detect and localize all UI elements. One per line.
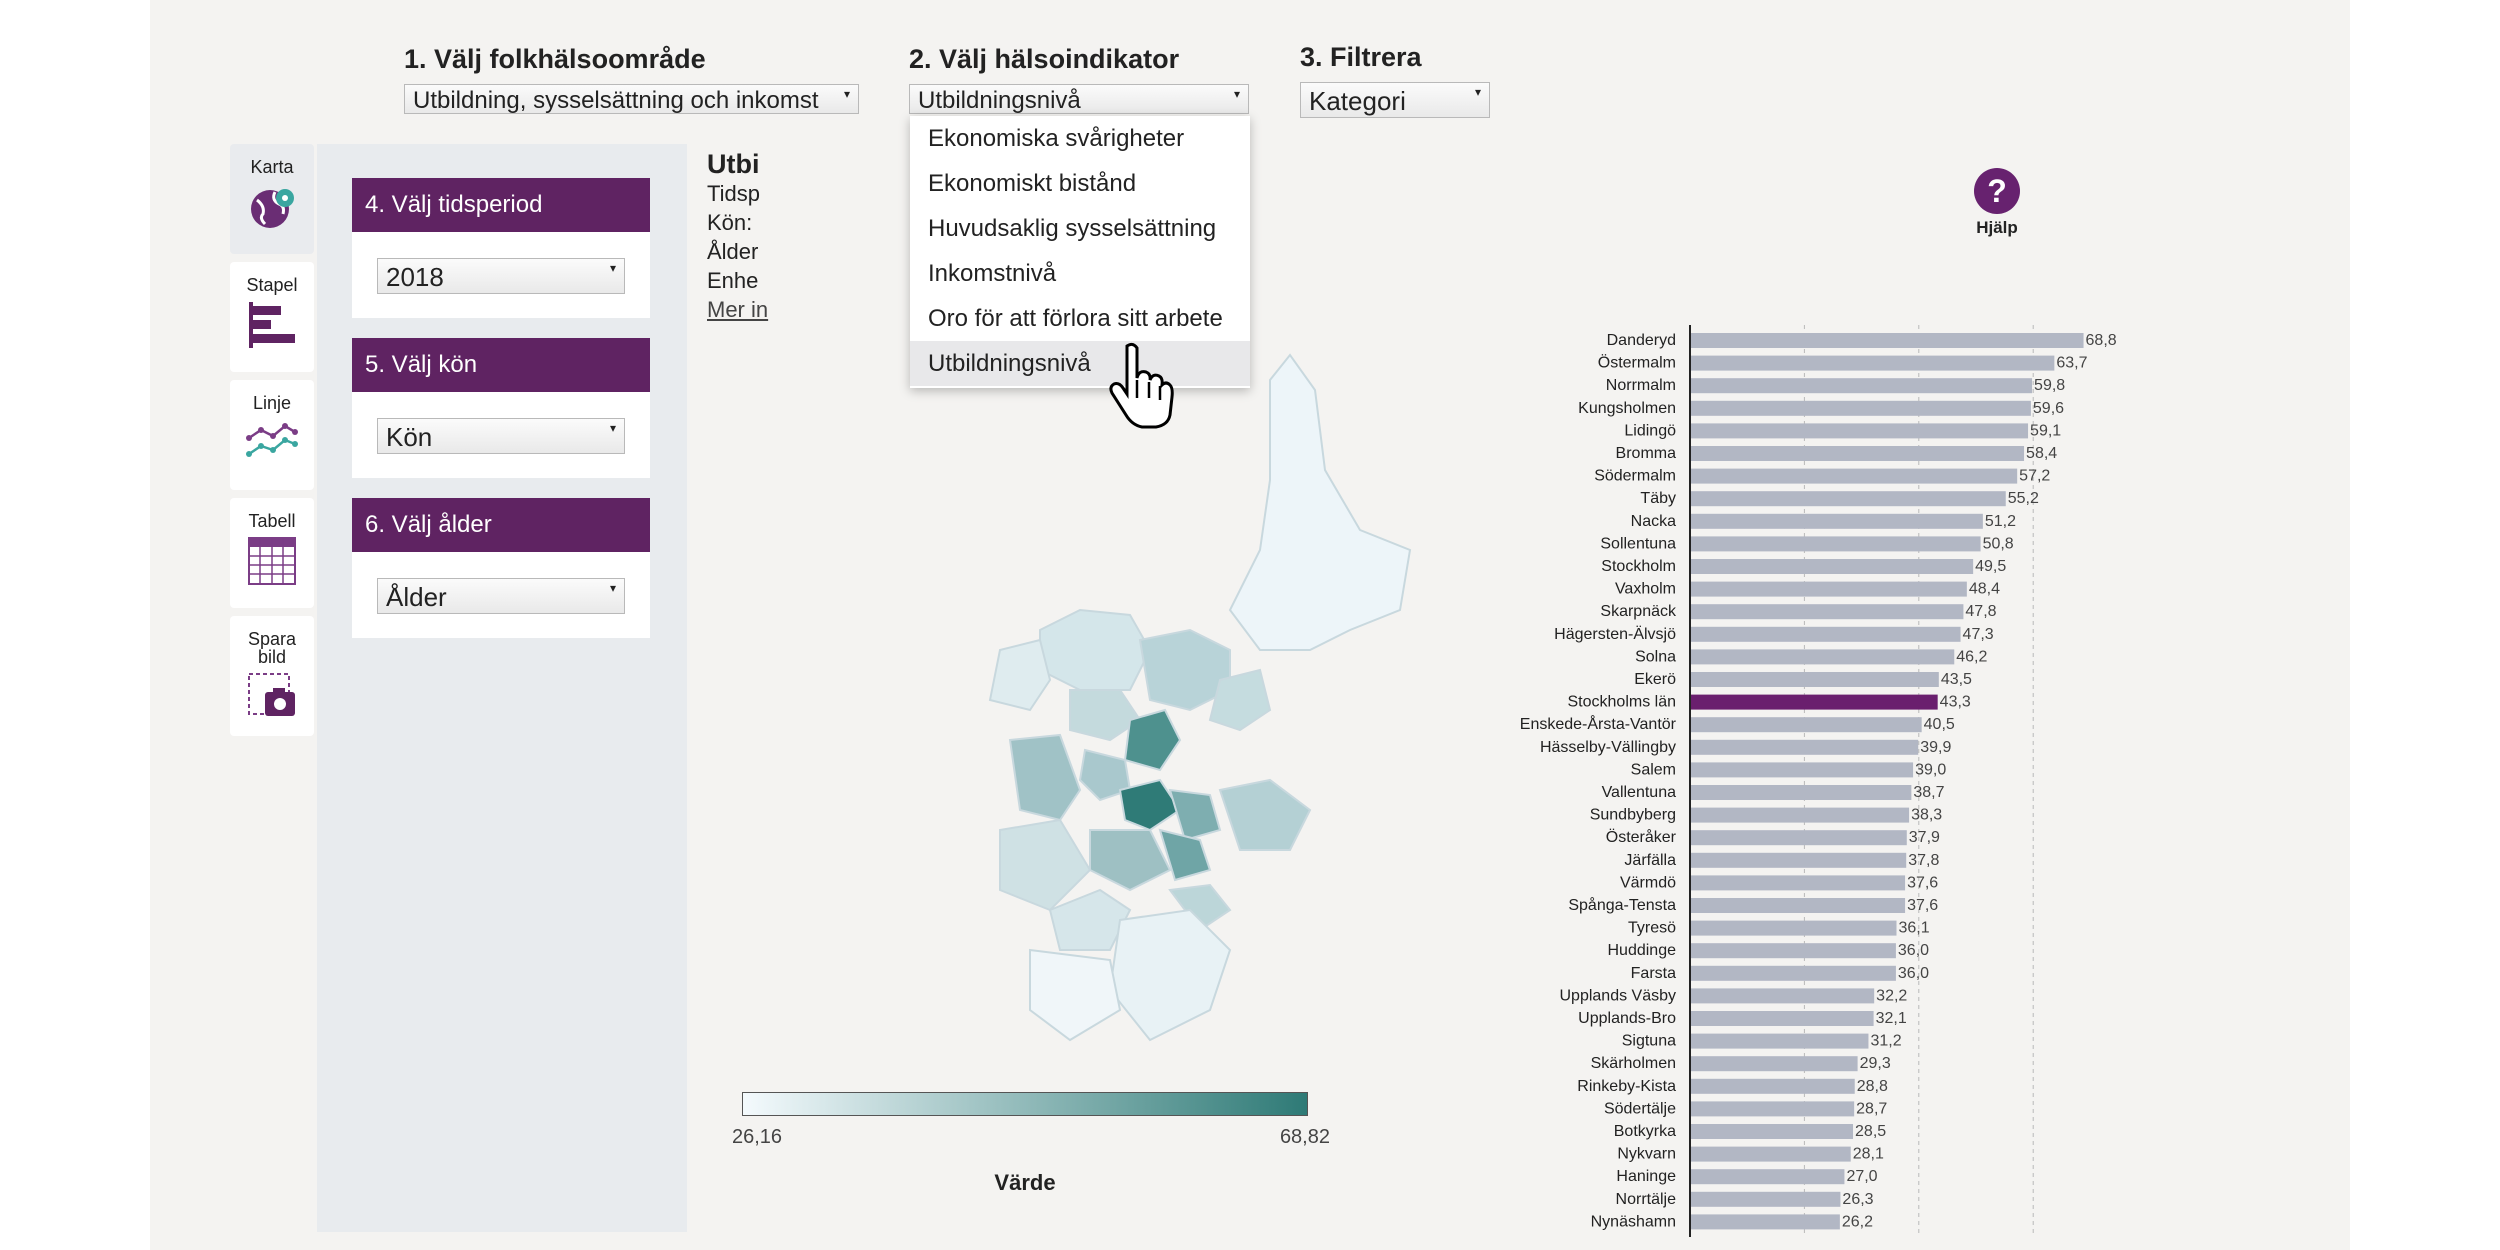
time-period-value: 2018 [386,262,444,292]
more-info-link[interactable]: Mer in [707,297,769,322]
dropdown-option[interactable]: Ekonomiskt bistånd [928,170,1137,197]
gender-value: Kön [386,422,433,452]
filter-select-value: Kategori [1309,86,1406,116]
hand-cursor-icon [1109,342,1174,429]
map-region-nacka[interactable] [1158,828,1212,882]
tab-label: Linje [252,393,292,413]
help-label: Hjälp [1976,218,2018,237]
age-header: 6. Välj ålder [352,498,650,552]
tab-spara-bild[interactable]: Spara bild [230,616,314,736]
dropdown-option[interactable]: Oro för att förlora sitt arbete [928,305,1223,332]
tab-label: Tabell [248,511,296,531]
dropdown-option-selected[interactable]: Utbildningsnivå [910,341,1250,386]
step1-title: 1. Välj folkhälsoområde [404,44,706,74]
map-region-huddinge[interactable] [1089,829,1172,892]
camera-icon [248,673,295,716]
time-period-box: 4. Välj tidsperiod 2018 ▾ [352,178,650,318]
chevron-down-icon: ▾ [609,581,616,595]
chevron-down-icon: ▾ [609,261,616,275]
age-box: 6. Välj ålder Ålder ▾ [352,498,650,638]
help-button[interactable]: ? Hjälp [1962,168,2032,238]
legend-title: Värde [994,1170,1056,1195]
info-unit: Enhe [707,268,759,293]
area-select-value: Utbildning, sysselsättning och inkomst [413,87,819,114]
filter-select[interactable]: Kategori ▾ [1300,82,1490,118]
bar-chart-icon [249,302,295,348]
question-icon: ? [1974,168,2020,214]
map-region-sigtuna[interactable] [1039,608,1152,691]
map-region-varmdo[interactable] [1218,778,1312,851]
age-value: Ålder [386,582,447,612]
chevron-down-icon: ▾ [843,87,850,101]
map-legend: 26,16 68,82 Värde [732,1092,1330,1195]
map-region-jarfalla[interactable] [1078,748,1132,802]
map-region-lidingo[interactable] [1168,788,1222,842]
tab-tabell[interactable]: Tabell [230,498,314,608]
gender-header: 5. Välj kön [352,338,650,392]
map-region-taby[interactable] [1123,708,1182,772]
map-region-stockholm-city[interactable] [1118,778,1182,832]
legend-min: 26,16 [732,1126,783,1148]
map-region-nynashamn[interactable] [1029,948,1122,1042]
tab-label: Stapel [246,275,298,295]
dropdown-option[interactable]: Inkomstnivå [928,260,1057,287]
choropleth-map[interactable] [930,350,1420,1050]
map-region-norrtalje[interactable] [1228,353,1412,651]
indicator-select[interactable]: Utbildningsnivå ▾ [909,84,1249,114]
map-region-upplands-vasby[interactable] [1069,689,1142,742]
gender-box: 5. Välj kön Kön ▾ [352,338,650,478]
info-age: Ålder [707,239,759,264]
indicator-dropdown: Ekonomiska svårigheter Ekonomiskt bistån… [910,116,1250,388]
info-title: Utbi [707,149,760,179]
map-region-ekero[interactable] [1008,733,1082,822]
tab-label: Karta [250,157,294,177]
map-region-sodertalje[interactable] [999,818,1092,912]
chevron-down-icon: ▾ [1233,87,1240,101]
time-period-select[interactable]: 2018 ▾ [377,258,625,294]
indicator-select-value: Utbildningsnivå [918,87,1081,114]
table-icon [248,537,296,585]
tab-stapel[interactable]: Stapel [230,262,314,372]
tab-karta[interactable]: Karta [230,144,314,254]
tab-linje[interactable]: Linje [230,380,314,490]
step3-title: 3. Filtrera [1300,42,1422,72]
legend-max: 68,82 [1279,1126,1330,1148]
chevron-down-icon: ▾ [1474,85,1481,99]
map-region-upplands-bro[interactable] [988,638,1052,712]
globe-icon [251,189,294,228]
info-gender: Kön: [707,210,753,235]
map-region-haninge[interactable] [1108,908,1232,1042]
chevron-down-icon: ▾ [609,421,616,435]
dropdown-option[interactable]: Ekonomiska svårigheter [928,125,1185,152]
time-period-header: 4. Välj tidsperiod [352,178,650,232]
dropdown-option[interactable]: Huvudsaklig sysselsättning [928,215,1217,242]
area-select[interactable]: Utbildning, sysselsättning och inkomst ▾ [404,84,859,114]
info-time-period: Tidsp [707,181,760,206]
legend-gradient [742,1092,1308,1116]
tab-label: Spara bild [247,629,297,667]
map-region-osteraker[interactable] [1208,668,1272,732]
filter-panel: 4. Välj tidsperiod 2018 ▾ 5. Välj kön Kön… [317,144,687,1232]
age-select[interactable]: Ålder ▾ [377,578,625,614]
step2-title: 2. Välj hälsoindikator [909,44,1180,74]
gender-select[interactable]: Kön ▾ [377,418,625,454]
line-chart-icon [246,423,298,457]
